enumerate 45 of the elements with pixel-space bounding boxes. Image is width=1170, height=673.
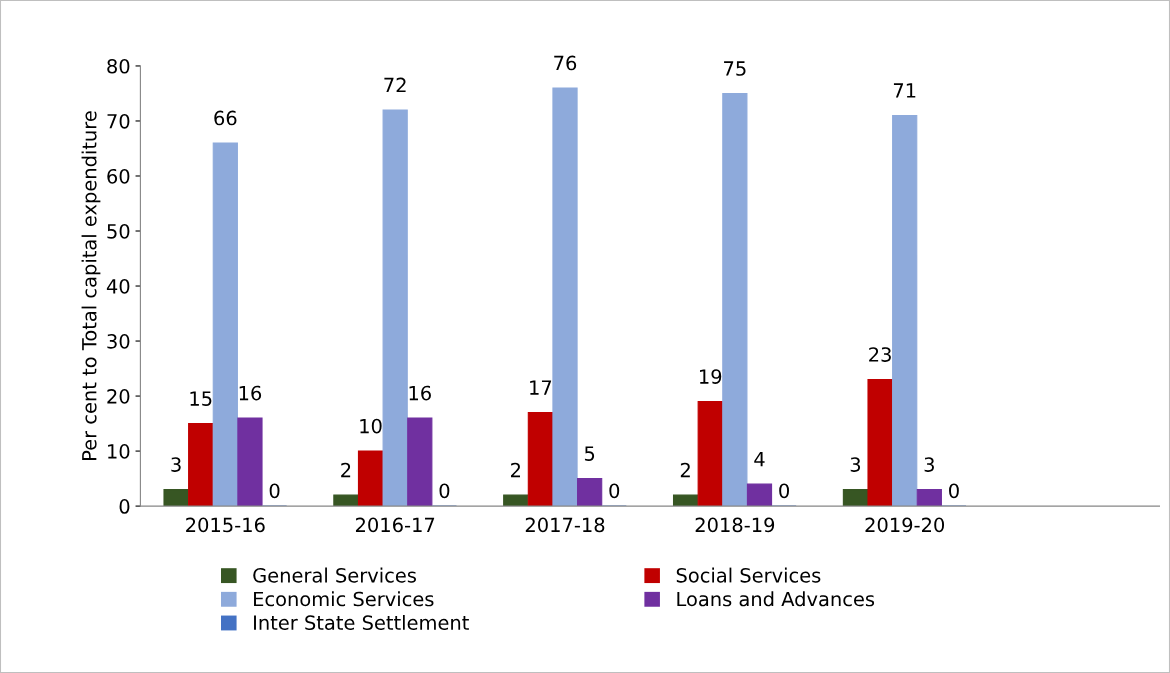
y-tick-label: 10: [108, 444, 130, 459]
x-tick-label: 2018-19: [695, 517, 775, 533]
y-tick-label: 60: [107, 168, 130, 184]
y-tick-label: 30: [107, 334, 130, 349]
y-tick-label: 20: [107, 389, 130, 404]
data-label: 3: [171, 457, 181, 472]
data-label: 0: [439, 483, 450, 499]
y-tick-label: 80: [107, 58, 130, 74]
legend-label: Inter State Settlement: [254, 614, 469, 631]
y-axis-title: Per cent to Total capital expenditure: [81, 111, 101, 460]
data-label: 16: [239, 385, 262, 401]
x-tick-label: 2019-20: [865, 517, 945, 533]
data-label: 17: [530, 380, 552, 395]
data-label: 66: [214, 110, 237, 126]
data-label: 10: [360, 418, 382, 434]
x-tick-label: 2016-17: [355, 517, 435, 533]
y-tick-label: 50: [107, 223, 130, 239]
data-label: 2: [341, 462, 351, 478]
data-label: 0: [269, 483, 280, 499]
data-label: 75: [724, 61, 746, 76]
x-tick-label: 2015-16: [186, 517, 265, 533]
data-label: 0: [779, 483, 790, 499]
data-label: 71: [893, 83, 916, 98]
legend-label: Social Services: [676, 567, 821, 583]
x-tick-label: 2017-18: [525, 517, 605, 533]
data-label: 76: [554, 55, 577, 71]
legend-label: General Services: [253, 567, 416, 583]
data-label: 4: [754, 451, 765, 467]
data-label: 2: [680, 462, 690, 478]
data-label: 5: [584, 446, 595, 461]
y-tick-label: 70: [107, 113, 130, 129]
data-label: 19: [699, 369, 722, 384]
data-label: 3: [924, 457, 934, 472]
data-label: 72: [384, 77, 406, 93]
y-tick-label: 40: [106, 278, 130, 294]
data-label: 0: [949, 483, 959, 499]
data-label: 23: [869, 347, 891, 362]
data-label: 2: [511, 462, 520, 478]
data-label: 3: [850, 457, 861, 472]
data-label: 15: [190, 391, 212, 406]
legend-label: Loans and Advances: [677, 591, 875, 607]
data-label: 0: [609, 483, 620, 499]
data-label: 16: [409, 385, 431, 401]
legend-label: Economic Services: [254, 591, 434, 607]
y-tick-label: 0: [119, 499, 130, 514]
